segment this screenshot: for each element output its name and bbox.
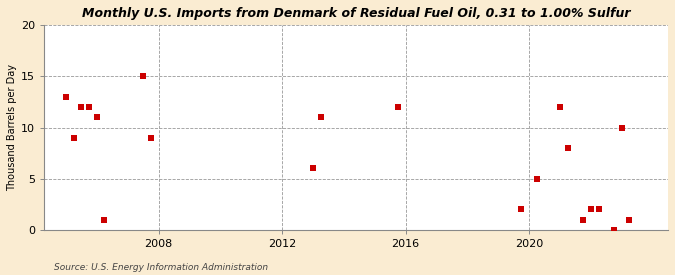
- Point: [516, 207, 526, 211]
- Point: [61, 95, 72, 99]
- Point: [593, 207, 604, 211]
- Point: [624, 217, 635, 222]
- Point: [99, 217, 110, 222]
- Point: [616, 125, 627, 130]
- Point: [308, 166, 319, 170]
- Point: [84, 105, 95, 109]
- Point: [562, 146, 573, 150]
- Point: [68, 136, 79, 140]
- Y-axis label: Thousand Barrels per Day: Thousand Barrels per Day: [7, 64, 17, 191]
- Point: [138, 74, 148, 79]
- Point: [392, 105, 403, 109]
- Point: [585, 207, 596, 211]
- Title: Monthly U.S. Imports from Denmark of Residual Fuel Oil, 0.31 to 1.00% Sulfur: Monthly U.S. Imports from Denmark of Res…: [82, 7, 630, 20]
- Point: [531, 177, 542, 181]
- Point: [315, 115, 326, 120]
- Point: [91, 115, 102, 120]
- Point: [555, 105, 566, 109]
- Point: [76, 105, 86, 109]
- Text: Source: U.S. Energy Information Administration: Source: U.S. Energy Information Administ…: [54, 263, 268, 272]
- Point: [145, 136, 156, 140]
- Point: [609, 228, 620, 232]
- Point: [578, 217, 589, 222]
